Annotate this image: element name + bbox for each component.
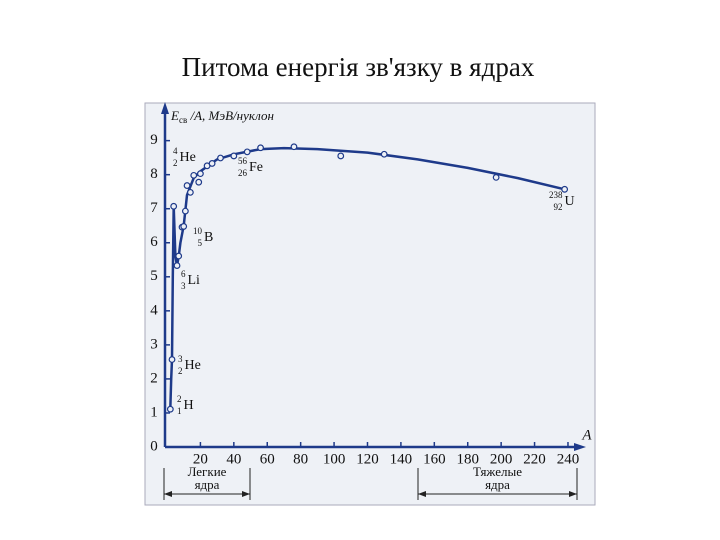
y-tick-label: 9	[150, 132, 158, 148]
data-point	[181, 207, 189, 215]
data-point	[168, 356, 176, 363]
data-point	[170, 202, 178, 210]
region-label: Тяжелые	[473, 464, 522, 479]
data-point	[197, 170, 204, 178]
data-point	[186, 188, 194, 196]
y-label-rest: /A, МэВ/нуклон	[187, 108, 274, 123]
nuclide-charge: 26	[238, 168, 248, 178]
y-tick-label: 5	[150, 268, 158, 284]
data-point	[561, 185, 569, 193]
region-arrow	[242, 491, 250, 497]
nuclide-symbol: U	[565, 194, 575, 209]
chart-panel	[144, 102, 596, 506]
x-tick-label: 60	[260, 451, 275, 467]
data-point	[243, 148, 251, 156]
nuclide-symbol: H	[184, 398, 194, 413]
x-axis-label: A	[581, 427, 592, 443]
y-tick-label: 1	[150, 404, 158, 420]
nuclide-mass: 3	[178, 354, 183, 364]
x-tick-label: 200	[490, 451, 513, 467]
data-point	[183, 182, 191, 189]
nuclide-symbol: Li	[188, 273, 201, 288]
x-tick-label: 220	[523, 451, 546, 467]
nuclide-symbol: He	[180, 150, 196, 165]
data-point	[217, 154, 224, 162]
nuclide-mass: 6	[181, 269, 186, 279]
region-label: Легкие	[188, 464, 227, 479]
nuclide-mass: 238	[549, 190, 563, 200]
x-tick-label: 140	[390, 451, 413, 467]
data-point	[195, 178, 203, 186]
y-tick-label: 4	[150, 302, 158, 318]
data-point	[492, 173, 500, 181]
data-point	[175, 252, 183, 260]
y-label-symbol: E	[170, 108, 179, 123]
region-label: ядра	[485, 477, 510, 492]
x-tick-label: 160	[423, 451, 446, 467]
y-axis-arrow	[161, 102, 169, 114]
y-tick-label: 2	[150, 370, 158, 386]
data-point	[208, 160, 216, 167]
nuclide-mass: 56	[238, 156, 248, 166]
data-point	[190, 171, 198, 179]
x-tick-label: 240	[557, 451, 580, 467]
x-tick-label: 40	[226, 451, 241, 467]
y-tick-label: 6	[150, 234, 158, 250]
nuclide-charge: 2	[178, 366, 183, 376]
nuclide-symbol: Fe	[249, 160, 263, 175]
x-axis-arrow	[574, 443, 586, 451]
nuclide-symbol: B	[204, 230, 213, 245]
region-arrow	[164, 491, 172, 497]
data-point	[166, 405, 174, 413]
data-point	[290, 143, 298, 151]
region-arrow	[569, 491, 577, 497]
data-point	[180, 223, 188, 230]
data-point	[380, 150, 388, 158]
y-tick-label: 0	[150, 438, 158, 454]
nuclide-mass: 2	[177, 394, 182, 404]
nuclide-symbol: He	[185, 358, 201, 373]
y-axis-label: Eсв /A, МэВ/нуклон	[170, 108, 274, 125]
nuclide-mass: 10	[193, 226, 203, 236]
data-point	[230, 152, 238, 160]
y-tick-label: 7	[150, 200, 158, 216]
y-tick-label: 3	[150, 336, 158, 352]
x-tick-label: 120	[356, 451, 379, 467]
x-tick-label: 180	[456, 451, 479, 467]
x-tick-label: 80	[293, 451, 308, 467]
region-arrow	[418, 491, 426, 497]
nuclide-charge: 1	[177, 406, 182, 416]
nuclide-mass: 4	[173, 146, 178, 156]
y-tick-label: 8	[150, 166, 158, 182]
nuclide-charge: 92	[554, 202, 563, 212]
region-label: ядра	[195, 477, 220, 492]
data-point	[173, 262, 181, 269]
nuclide-charge: 3	[181, 281, 186, 291]
x-tick-label: 100	[323, 451, 346, 467]
nuclide-charge: 5	[198, 238, 203, 248]
nuclide-charge: 2	[173, 158, 178, 168]
data-point	[337, 152, 345, 160]
x-tick-label: 20	[193, 451, 208, 467]
data-point	[257, 144, 264, 152]
y-label-subscript: св	[179, 115, 187, 125]
slide-title: Питома енергія зв'язку в ядрах	[182, 52, 535, 82]
